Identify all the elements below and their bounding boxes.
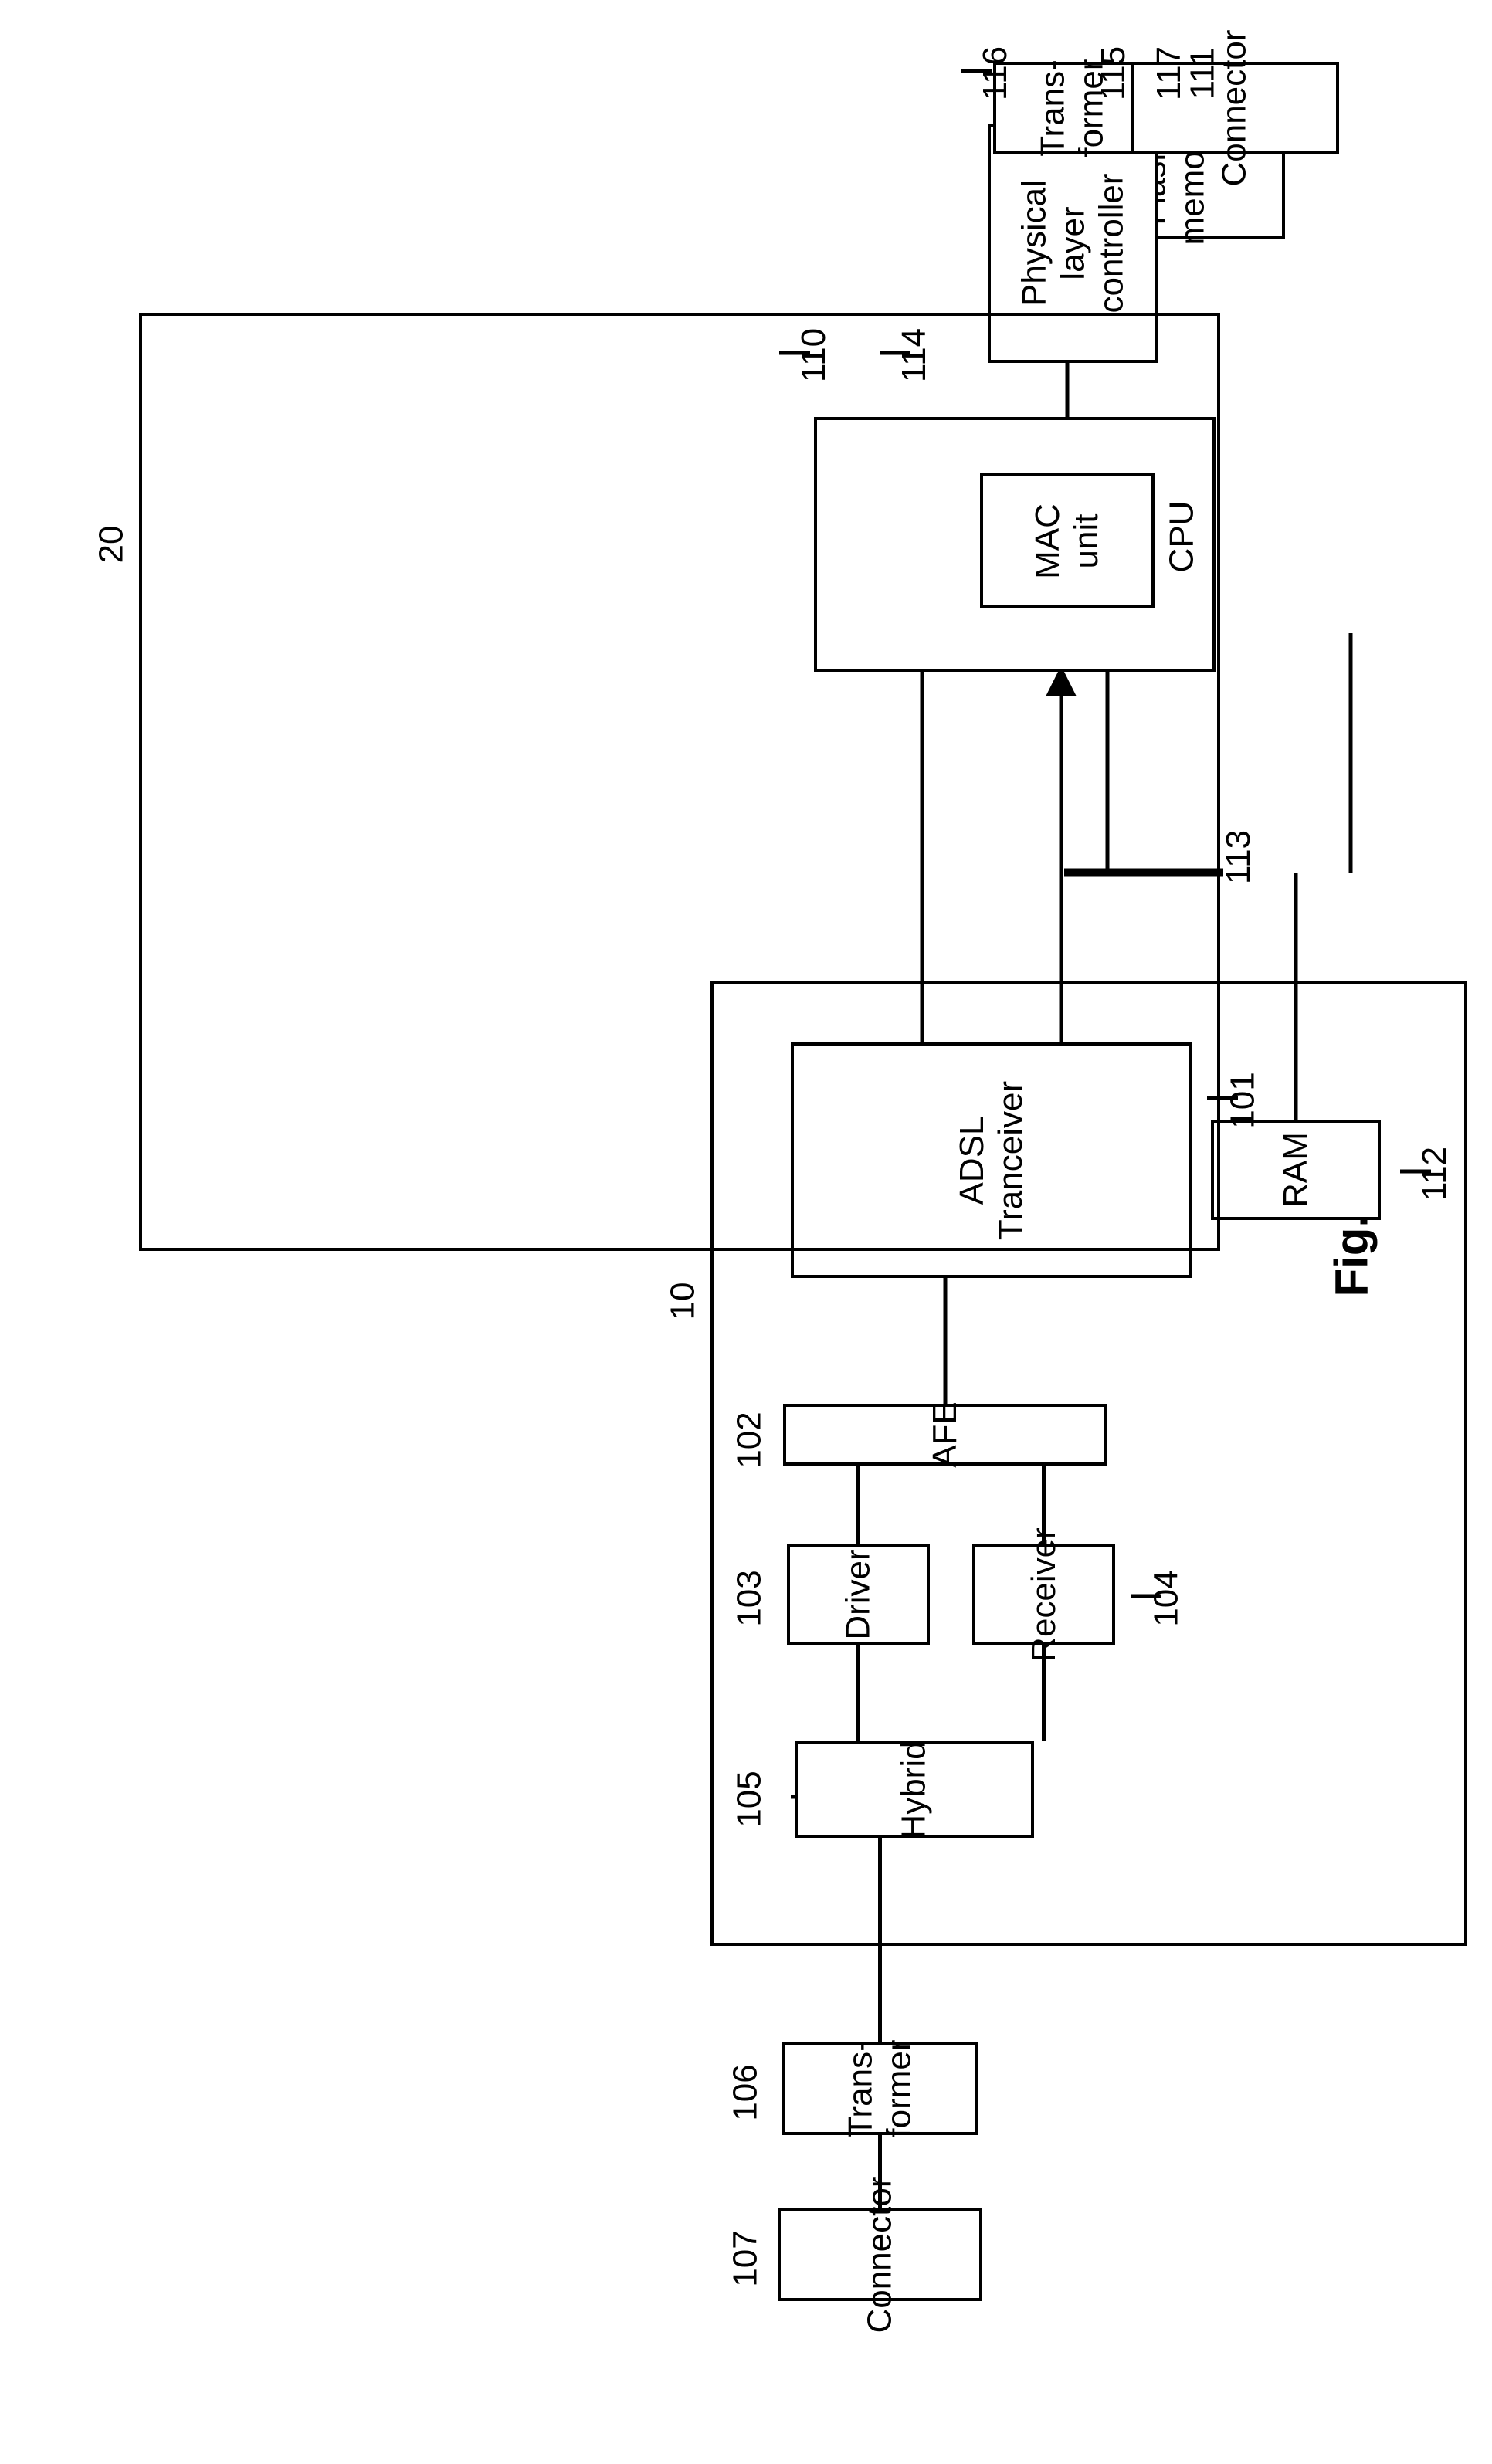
ref-107: 107 <box>727 2230 765 2286</box>
ref-114: 114 <box>895 328 934 382</box>
block-connector107: Connector <box>778 2208 982 2301</box>
frame-10-label: 10 <box>663 1283 702 1320</box>
ref-116: 116 <box>976 46 1015 100</box>
diagram-canvas: Fig.1 ConnectorTrans- formerHybridDriver… <box>31 31 1492 2433</box>
ref-101: 101 <box>1224 1072 1263 1128</box>
ref-110: 110 <box>795 328 833 382</box>
frame-20-label: 20 <box>92 526 131 564</box>
ref-117: 117 <box>1150 46 1189 100</box>
ref-115: 115 <box>1094 46 1133 100</box>
block-transformer106-label: Trans- former <box>842 2039 919 2137</box>
ref-106: 106 <box>727 2064 765 2120</box>
block-transformer106: Trans- former <box>782 2042 978 2135</box>
ref-103: 103 <box>731 1570 769 1626</box>
ref-111: 111 <box>1183 48 1222 100</box>
block-connector107-label: Connector <box>860 2176 899 2333</box>
ref-102: 102 <box>731 1412 769 1468</box>
frame-20 <box>139 313 1220 1251</box>
block-phy-label: Physical layer controller <box>1015 174 1131 314</box>
ref-113: 113 <box>1219 830 1258 884</box>
ref-104: 104 <box>1148 1570 1186 1626</box>
ref-105: 105 <box>731 1771 769 1827</box>
ref-112: 112 <box>1416 1147 1454 1201</box>
